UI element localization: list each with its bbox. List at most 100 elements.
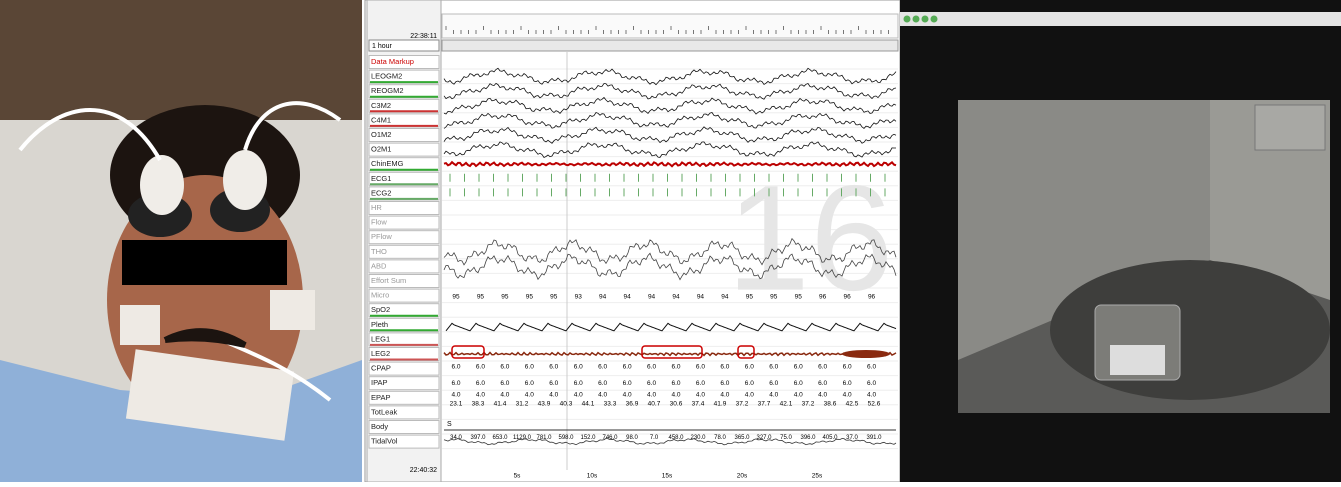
waveform <box>443 96 897 115</box>
tidalvol-value: 152.0 <box>580 435 596 441</box>
time-axis-label: 25s <box>812 473 823 480</box>
body-value: S <box>447 421 452 428</box>
channel-cell <box>368 434 440 449</box>
epap-value: 4.0 <box>671 392 680 399</box>
waveform <box>443 437 897 446</box>
waveform <box>443 82 897 100</box>
totleak-value: 41.4 <box>494 401 507 408</box>
epap-value: 4.0 <box>794 392 803 399</box>
channel-label: TidalVol <box>371 437 398 446</box>
spo2-value: 95 <box>770 293 778 300</box>
cpap-value: 6.0 <box>476 363 485 370</box>
cpap-value: 6.0 <box>818 363 827 370</box>
cpap-value: 6.0 <box>623 363 632 370</box>
channel-cell <box>368 274 440 288</box>
cpap-value: 6.0 <box>720 363 729 370</box>
tidalvol-value: 98.0 <box>626 435 638 441</box>
window-select[interactable] <box>368 39 440 52</box>
spo2-value: 96 <box>868 293 876 300</box>
ipap-value: 6.0 <box>843 380 852 387</box>
ipap-value: 6.0 <box>574 380 583 387</box>
tidalvol-value: 75.0 <box>780 435 792 441</box>
channel-label: Micro <box>371 291 389 300</box>
channel-cell <box>368 259 440 274</box>
spo2-value: 95 <box>526 293 534 300</box>
spo2-value: 94 <box>672 293 680 300</box>
tidalvol-value: 78.0 <box>714 435 726 441</box>
spo2-value: 95 <box>746 293 754 300</box>
ipap-value: 6.0 <box>794 380 803 387</box>
spo2-value: 95 <box>477 293 485 300</box>
toolbar-button[interactable] <box>912 15 920 23</box>
picture-frame <box>1254 104 1326 151</box>
epap-value: 4.0 <box>623 392 632 399</box>
totleak-value: 40.7 <box>648 401 661 408</box>
channel-cell <box>368 128 440 142</box>
video-toolbar <box>900 12 1341 26</box>
ipap-value: 6.0 <box>476 380 485 387</box>
epap-value: 4.0 <box>500 392 509 399</box>
cpap-value: 6.0 <box>843 363 852 370</box>
spo2-value: 96 <box>819 293 827 300</box>
leg-event <box>737 345 755 359</box>
leg-burst <box>842 350 890 358</box>
spo2-value: 96 <box>843 293 851 300</box>
tidalvol-value: 458.0 <box>668 435 684 441</box>
channel-label: LEG1 <box>371 334 390 343</box>
channel-label: Pleth <box>371 320 388 329</box>
epap-value: 4.0 <box>720 392 729 399</box>
cpap-value: 6.0 <box>745 363 754 370</box>
tidalvol-value: 34.0 <box>450 435 462 441</box>
totleak-value: 41.9 <box>714 401 727 408</box>
spo2-value: 94 <box>697 293 705 300</box>
tidalvol-value: 327.0 <box>756 435 772 441</box>
bed <box>1050 260 1330 400</box>
epap-value: 4.0 <box>818 392 827 399</box>
ipap-value: 6.0 <box>745 380 754 387</box>
cpap-value: 6.0 <box>696 363 705 370</box>
ipap-value: 6.0 <box>500 380 509 387</box>
channel-label: CPAP <box>371 364 391 373</box>
ipap-value: 6.0 <box>867 380 876 387</box>
scrollbar[interactable] <box>441 39 899 52</box>
tape-cheek <box>270 290 315 330</box>
ipap-value: 6.0 <box>549 380 558 387</box>
channel-label: LEG2 <box>371 349 390 358</box>
totleak-value: 44.1 <box>582 401 595 408</box>
tidalvol-value: 391.0 <box>866 435 882 441</box>
window-label: 1 hour <box>372 43 393 50</box>
toolbar-button[interactable] <box>921 15 929 23</box>
channel-label: LEOGM2 <box>371 72 402 81</box>
tidalvol-value: 598.0 <box>558 435 574 441</box>
tidalvol-value: 37.0 <box>846 435 858 441</box>
ipap-value: 6.0 <box>671 380 680 387</box>
channel-label: O1M2 <box>371 130 391 139</box>
time-axis-label: 10s <box>587 473 598 480</box>
epap-value: 4.0 <box>769 392 778 399</box>
tidalvol-value: 781.0 <box>536 435 552 441</box>
channel-cell <box>368 230 440 245</box>
totleak-value: 31.2 <box>516 401 529 408</box>
tidalvol-value: 365.0 <box>734 435 750 441</box>
tape-chin <box>125 349 295 441</box>
time-axis-label: 20s <box>737 473 748 480</box>
channel-cell <box>368 376 440 391</box>
channel-cell <box>368 142 440 157</box>
toolbar-button[interactable] <box>903 15 911 23</box>
cpap-value: 6.0 <box>500 363 509 370</box>
ipap-value: 6.0 <box>818 380 827 387</box>
cpap-value: 6.0 <box>525 363 534 370</box>
epap-value: 4.0 <box>647 392 656 399</box>
cpap-value: 6.0 <box>671 363 680 370</box>
cpap-value: 6.0 <box>769 363 778 370</box>
toolbar-button[interactable] <box>930 15 938 23</box>
waveform <box>443 237 897 266</box>
totleak-value: 37.7 <box>758 401 771 408</box>
spo2-value: 94 <box>623 293 631 300</box>
channel-label: ABD <box>371 261 387 270</box>
channel-label: ECG1 <box>371 174 391 183</box>
channel-cell <box>368 215 440 230</box>
channel-label: SpO2 <box>371 305 390 314</box>
waveform <box>443 112 897 129</box>
epap-value: 4.0 <box>525 392 534 399</box>
